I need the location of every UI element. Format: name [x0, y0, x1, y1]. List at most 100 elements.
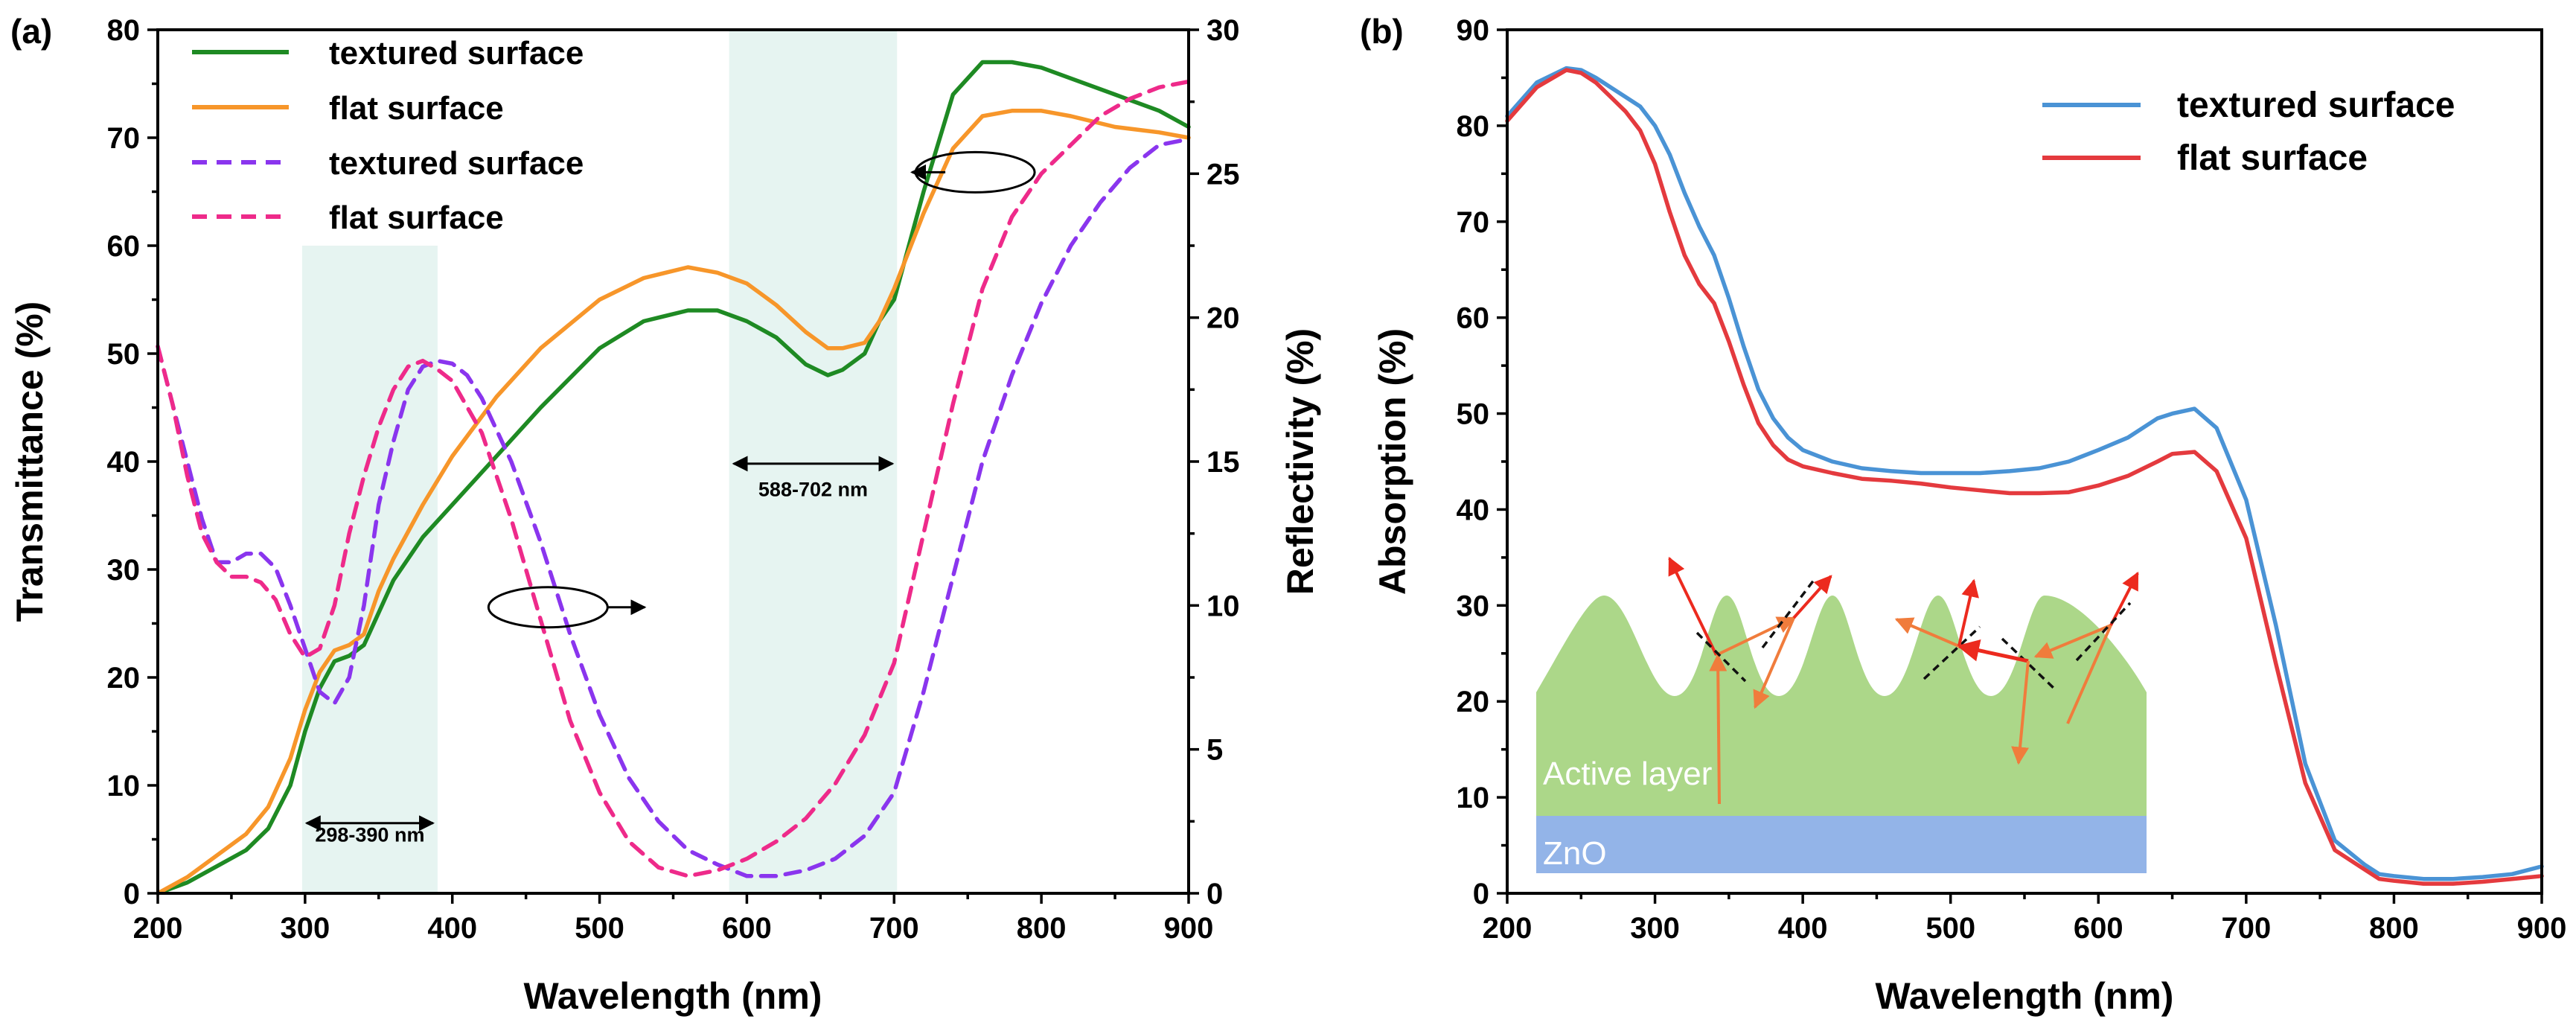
legend-label: textured surface — [329, 35, 584, 71]
x-tick-label: 800 — [1017, 912, 1067, 945]
legend-item: textured surface — [192, 145, 584, 182]
axis-indicator-arrows — [487, 150, 1036, 629]
y-tick-label: 20 — [107, 662, 141, 695]
plot-frame — [156, 28, 1190, 895]
x-axis-label: Wavelength (nm) — [524, 975, 822, 1017]
legend-item: textured surface — [2042, 86, 2455, 125]
panel-label: (b) — [1360, 12, 1404, 51]
tick-labels: 200 300 400 500 600 700 800 9000102030405060708… — [107, 14, 1240, 945]
x-tick-label: 200 — [133, 912, 183, 945]
y2-tick-label: 15 — [1206, 446, 1240, 479]
band-range-label: 298-390 nm — [315, 823, 424, 846]
x-tick-label: 500 — [1925, 912, 1975, 945]
reflected-ray — [1894, 617, 1960, 648]
legend-item: flat surface — [2042, 138, 2368, 178]
y-tick-label: 90 — [1457, 14, 1490, 47]
x-tick-label: 300 — [280, 912, 330, 945]
series-line-1 — [156, 60, 1191, 896]
x-tick-label: 600 — [2074, 912, 2123, 945]
panel-label: (a) — [10, 12, 52, 51]
incident-ray — [1709, 653, 1728, 805]
active-layer — [1536, 596, 2147, 816]
series-line-2 — [1505, 68, 2544, 886]
light-rays — [1668, 556, 2139, 805]
y-tick-label: 10 — [107, 770, 141, 802]
y-tick-label: 0 — [124, 878, 140, 910]
legend-label: flat surface — [329, 200, 504, 236]
x-tick-label: 300 — [1630, 912, 1680, 945]
legend-label: textured surface — [329, 145, 584, 182]
refracted-ray — [2011, 660, 2030, 765]
reflected-ray — [2109, 571, 2139, 626]
legend-item: flat surface — [192, 90, 504, 127]
y-tick-label: 70 — [1457, 206, 1490, 239]
x-tick-label: 200 — [1483, 912, 1533, 945]
reflected-ray — [1668, 556, 1718, 656]
series-line-4 — [156, 79, 1191, 878]
axis-indicator-ellipse — [487, 586, 609, 629]
y-tick-label: 0 — [1473, 878, 1489, 910]
y-tick-label: 60 — [1457, 302, 1490, 335]
x-tick-label: 700 — [869, 912, 919, 945]
y-tick-label: 40 — [1457, 494, 1490, 526]
series-group — [1505, 66, 2544, 886]
plot-frame — [1506, 28, 2543, 895]
normal-line — [1923, 625, 1981, 680]
axis-ticks — [1497, 28, 2543, 904]
x-axis-label: Wavelength (nm) — [1876, 975, 2174, 1017]
legend: textured surface flat surface — [2042, 86, 2455, 178]
y-tick-label: 50 — [1457, 398, 1490, 431]
legend: textured surface flat surface textured s… — [192, 35, 584, 236]
active-layer-label: Active layer — [1543, 756, 1712, 792]
legend-item: textured surface — [192, 35, 584, 71]
panel-a: 200 300 400 500 600 700 800 9000102030405060708… — [9, 12, 1321, 1017]
x-tick-label: 800 — [2369, 912, 2419, 945]
highlight-band — [729, 30, 898, 893]
y2-tick-label: 5 — [1206, 734, 1223, 767]
panel-b: Active layer ZnO — [1360, 12, 2566, 1017]
y-axis-label: Absorption (%) — [1372, 328, 1413, 595]
x-tick-label: 400 — [427, 912, 477, 945]
y2-tick-label: 20 — [1206, 302, 1240, 335]
x-tick-label: 900 — [2517, 912, 2567, 945]
legend-label: flat surface — [2177, 138, 2368, 178]
zno-label: ZnO — [1543, 835, 1607, 872]
y-tick-label: 80 — [1457, 110, 1490, 143]
y-tick-label: 30 — [1457, 590, 1490, 622]
band-range-label: 588-702 nm — [758, 478, 868, 500]
y-tick-label: 80 — [107, 14, 141, 47]
reflected-ray — [1957, 578, 1979, 647]
series-line-2 — [156, 109, 1191, 896]
y-tick-label: 30 — [107, 554, 141, 587]
y2-tick-label: 10 — [1206, 590, 1240, 622]
series-line-1 — [1505, 66, 2544, 881]
normal-line — [1696, 631, 1747, 683]
y-tick-label: 70 — [107, 122, 141, 155]
legend-item: flat surface — [192, 200, 504, 236]
y-tick-label: 60 — [107, 230, 141, 263]
normal-line — [2075, 601, 2132, 662]
series-line-3 — [156, 137, 1191, 878]
series-group — [156, 60, 1191, 896]
reflected-ray — [1957, 639, 2029, 663]
x-tick-label: 400 — [1778, 912, 1828, 945]
x-tick-label: 700 — [2221, 912, 2271, 945]
y-tick-label: 40 — [107, 446, 141, 479]
normal-line — [1761, 578, 1816, 649]
legend-label: textured surface — [2177, 86, 2455, 125]
y2-tick-label: 30 — [1206, 14, 1240, 47]
y-tick-label: 10 — [1457, 782, 1490, 814]
y2-tick-label: 25 — [1206, 158, 1240, 191]
y-tick-label: 20 — [1457, 686, 1490, 718]
x-tick-label: 900 — [1164, 912, 1214, 945]
y2-axis-label: Reflectivity (%) — [1279, 328, 1321, 595]
x-tick-label: 500 — [575, 912, 624, 945]
zno-layer — [1536, 816, 2147, 873]
reflected-ray — [1792, 575, 1832, 619]
band-annotations: 298-390 nm 588-702 nm — [304, 456, 895, 846]
incident-ray — [2066, 625, 2112, 724]
refracted-ray — [1753, 617, 1795, 709]
legend-label: flat surface — [329, 90, 504, 127]
x-tick-label: 600 — [722, 912, 772, 945]
